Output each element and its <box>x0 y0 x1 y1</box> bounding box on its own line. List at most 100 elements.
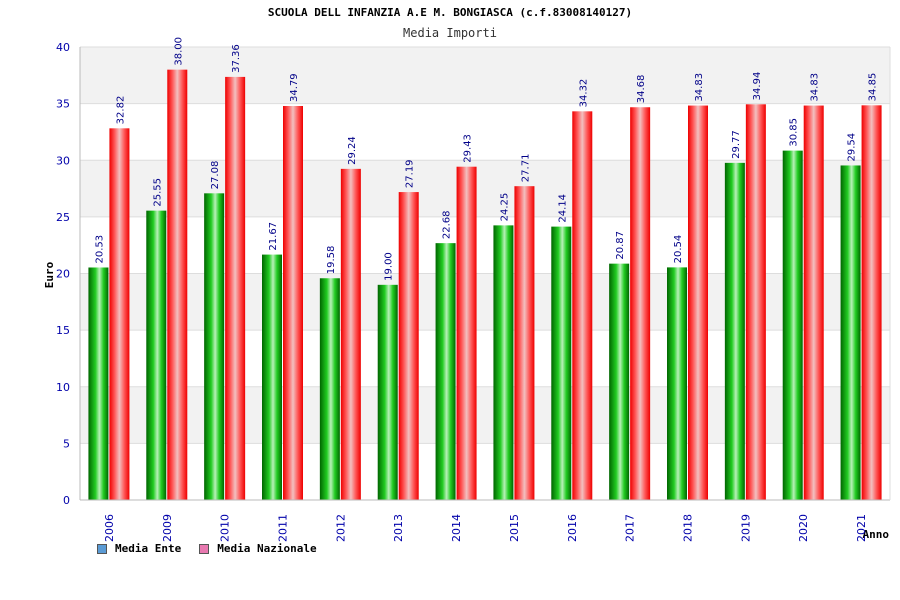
bar-media-nazionale <box>225 76 246 500</box>
bar-media-nazionale <box>803 105 824 501</box>
data-label: 29.77 <box>731 130 742 159</box>
data-label: 20.87 <box>615 231 626 260</box>
data-label: 20.54 <box>673 235 684 264</box>
y-tick-label: 20 <box>56 268 70 281</box>
bar-media-ente <box>319 278 340 500</box>
y-tick-label: 10 <box>56 381 70 394</box>
plot-band <box>80 216 890 274</box>
y-tick-label: 5 <box>63 437 70 450</box>
bar-media-ente <box>146 210 167 501</box>
plot-band <box>80 273 890 331</box>
data-label: 34.83 <box>810 73 821 102</box>
x-tick-label: 2019 <box>739 514 752 542</box>
data-label: 34.94 <box>752 72 763 101</box>
x-tick-label: 2012 <box>334 514 347 542</box>
bar-media-nazionale <box>283 106 303 501</box>
x-tick-label: 2017 <box>624 514 637 542</box>
legend-label-nazionale: Media Nazionale <box>217 542 317 555</box>
legend-swatch-nazionale <box>199 543 210 554</box>
chart-subtitle: Media Importi <box>403 26 497 40</box>
data-label: 19.58 <box>326 246 337 275</box>
data-label: 22.68 <box>442 211 453 240</box>
y-tick-label: 30 <box>56 154 70 167</box>
data-label: 24.14 <box>557 194 568 223</box>
x-tick-label: 2014 <box>450 514 463 542</box>
bar-media-nazionale <box>109 128 130 500</box>
bar-media-nazionale <box>861 105 882 500</box>
bar-media-ente <box>724 162 745 501</box>
data-label: 25.55 <box>152 178 163 207</box>
bar-media-ente <box>782 150 803 500</box>
bar-media-nazionale <box>745 104 766 500</box>
x-axis-label: Anno <box>863 528 890 541</box>
y-tick-label: 15 <box>56 324 70 337</box>
data-label: 34.85 <box>868 73 879 102</box>
data-label: 34.68 <box>636 75 647 104</box>
data-label: 19.00 <box>384 252 395 281</box>
data-label: 30.85 <box>789 118 800 147</box>
data-label: 27.08 <box>210 161 221 190</box>
data-labels: 20.53 32.82 25.55 38.00 27.08 37.36 21.67 34.79… <box>94 37 878 281</box>
plot-band <box>80 47 890 104</box>
legend: Media Ente Media Nazionale <box>97 542 317 555</box>
bar-media-ente <box>262 254 282 500</box>
data-label: 38.00 <box>173 37 184 66</box>
data-label: 21.67 <box>268 222 279 251</box>
data-label: 34.83 <box>694 73 705 102</box>
x-tick-label: 2009 <box>161 514 174 542</box>
plot-band <box>80 103 890 161</box>
data-label: 27.71 <box>520 154 531 183</box>
bar-media-ente <box>609 263 630 500</box>
bar-media-nazionale <box>630 107 651 501</box>
bar-media-ente <box>840 165 861 500</box>
data-label: 37.36 <box>231 44 242 73</box>
x-tick-label: 2020 <box>797 514 810 542</box>
bar-media-ente <box>551 226 572 500</box>
bar-media-nazionale <box>340 168 361 500</box>
data-label: 32.82 <box>115 96 126 125</box>
plot-band <box>80 443 890 500</box>
y-tick-label: 0 <box>63 494 70 507</box>
axes: 0 5 10 15 20 25 30 35 40 Euro Anno 2006 2009 2010 2011… <box>43 41 891 542</box>
y-tick-label: 35 <box>56 98 70 111</box>
x-tick-label: 2018 <box>682 514 695 542</box>
bar-media-nazionale <box>456 166 477 500</box>
bar-media-ente <box>377 284 398 500</box>
x-tick-label: 2021 <box>855 514 868 542</box>
bar-media-nazionale <box>572 111 593 501</box>
bar-media-ente <box>435 243 456 501</box>
plot-band <box>80 386 890 444</box>
legend-swatch-ente <box>97 543 107 554</box>
data-label: 29.43 <box>463 134 474 163</box>
bar-media-nazionale <box>514 186 535 500</box>
data-label: 34.32 <box>578 79 589 108</box>
x-tick-label: 2011 <box>277 514 290 542</box>
plot-band <box>80 160 890 217</box>
bar-media-ente <box>667 267 687 500</box>
y-tick-label: 25 <box>56 211 70 224</box>
bar-media-nazionale <box>398 192 419 501</box>
data-label: 29.54 <box>847 133 858 162</box>
x-tick-label: 2006 <box>103 514 116 542</box>
data-label: 34.79 <box>289 73 300 102</box>
bar-media-ente <box>88 267 109 500</box>
x-tick-label: 2010 <box>219 514 232 542</box>
x-tick-label: 2013 <box>392 514 405 542</box>
y-axis-label: Euro <box>43 261 56 288</box>
y-tick-label: 40 <box>56 41 70 54</box>
x-tick-label: 2016 <box>566 514 579 542</box>
bar-media-nazionale <box>167 69 188 501</box>
data-label: 27.19 <box>405 159 416 188</box>
bar-media-nazionale <box>688 105 708 501</box>
data-label: 29.24 <box>347 136 358 165</box>
chart-title: SCUOLA DELL INFANZIA A.E M. BONGIASCA (c… <box>267 6 633 19</box>
data-label: 24.25 <box>499 193 510 222</box>
x-tick-label: 2015 <box>508 514 521 542</box>
plot-band <box>80 330 890 387</box>
bars <box>88 69 882 501</box>
legend-item-nazionale: Media Nazionale <box>199 542 317 555</box>
bar-media-ente <box>204 193 225 500</box>
legend-item-ente: Media Ente <box>97 542 181 555</box>
bar-media-ente <box>493 225 514 500</box>
